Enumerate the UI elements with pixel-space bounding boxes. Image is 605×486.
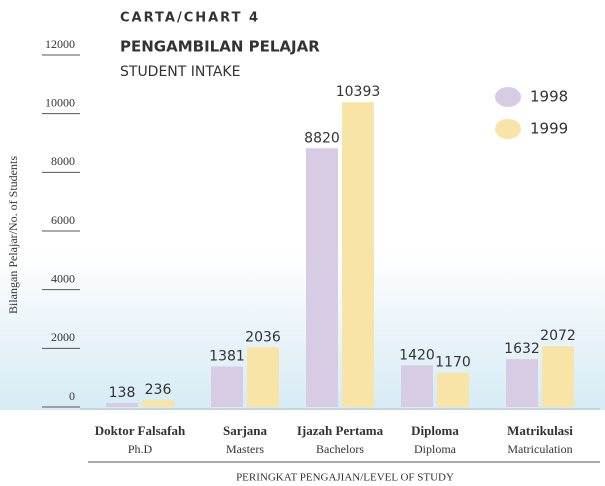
x-tick-sublabel: Masters	[226, 442, 264, 456]
y-tick-label: 2000	[51, 330, 75, 344]
bar	[306, 148, 338, 407]
value-label: 1170	[435, 355, 471, 371]
y-tick-label: 8000	[51, 154, 75, 168]
y-axis-label: Bilangan Pelajar/No. of Students	[6, 156, 20, 314]
bar	[342, 102, 374, 407]
chart-label: CARTA/CHART 4	[120, 11, 260, 26]
legend-label: 1999	[530, 120, 568, 138]
y-tick-label: 6000	[51, 213, 75, 227]
value-label: 138	[109, 385, 136, 401]
legend-label: 1998	[530, 88, 568, 106]
bar	[506, 359, 538, 407]
x-tick-label: Ijazah Pertama	[297, 423, 384, 438]
value-label: 8820	[304, 130, 340, 146]
bar	[401, 365, 433, 407]
x-tick-label: Diploma	[411, 423, 459, 438]
y-tick-label: 4000	[51, 271, 75, 285]
bar	[142, 400, 174, 407]
bar	[106, 402, 138, 407]
bar	[437, 372, 469, 407]
bar	[211, 366, 243, 407]
background	[0, 250, 605, 410]
y-tick-label: 10000	[45, 95, 75, 109]
x-axis-label: PERINGKAT PENGAJIAN/LEVEL OF STUDY	[236, 472, 454, 484]
value-label: 1632	[504, 341, 540, 357]
value-label: 236	[145, 382, 172, 398]
chart-title: PENGAMBILAN PELAJAR	[120, 38, 320, 56]
value-label: 10393	[336, 84, 381, 100]
y-tick-label: 12000	[45, 37, 75, 51]
x-tick-label: Matrikulasi	[507, 423, 573, 438]
legend-swatch	[495, 119, 521, 139]
x-tick-sublabel: Ph.D	[128, 442, 153, 456]
y-tick-label: 0	[69, 389, 75, 403]
legend-swatch	[495, 87, 521, 107]
x-tick-sublabel: Bachelors	[316, 442, 364, 456]
x-tick-sublabel: Matriculation	[507, 442, 572, 456]
value-label: 1381	[209, 348, 245, 364]
bar	[542, 346, 574, 407]
value-label: 1420	[399, 347, 435, 363]
x-tick-label: Doktor Falsafah	[95, 423, 186, 438]
value-label: 2072	[540, 328, 576, 344]
value-label: 2036	[245, 329, 281, 345]
x-tick-label: Sarjana	[223, 423, 268, 438]
bar	[247, 347, 279, 407]
chart-subtitle: STUDENT INTAKE	[120, 64, 240, 80]
x-tick-sublabel: Diploma	[414, 442, 457, 456]
